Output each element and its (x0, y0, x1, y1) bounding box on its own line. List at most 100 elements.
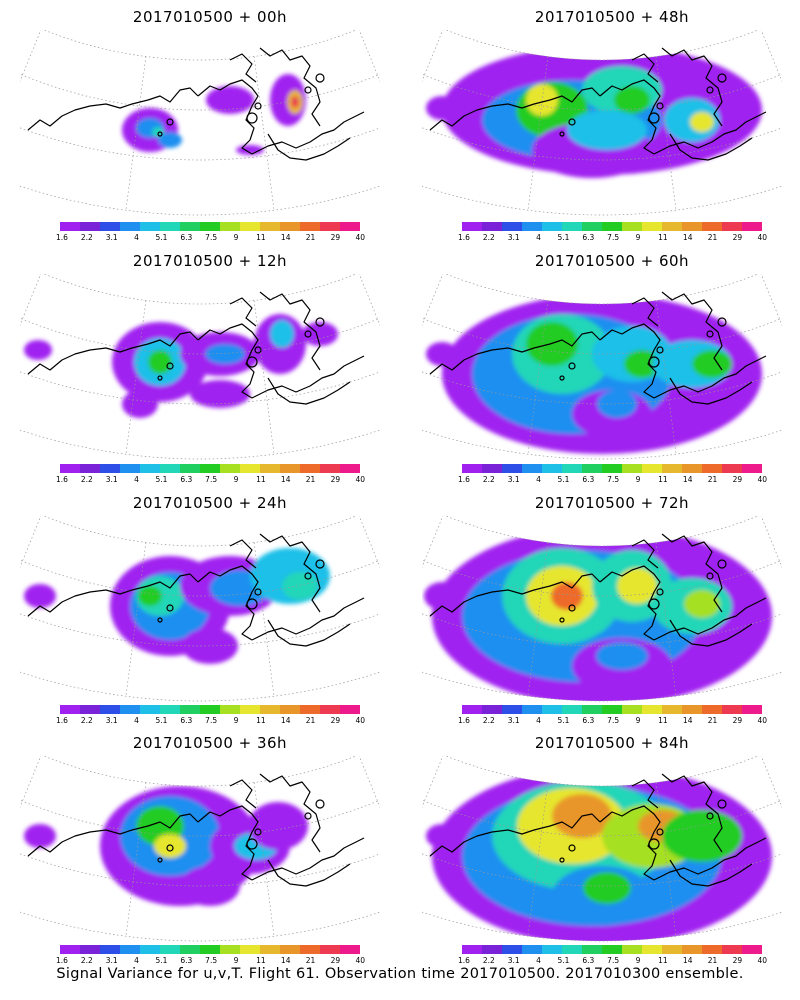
island (166, 604, 174, 612)
variance-contour (426, 824, 458, 848)
colorbar-label: 3.1 (105, 475, 118, 484)
colorbar-label: 2.2 (80, 233, 93, 242)
variance-contour (182, 628, 238, 664)
colorbar-swatch (140, 945, 160, 954)
coastline (267, 133, 351, 161)
colorbar-label: 4 (134, 956, 139, 965)
colorbar-label: 14 (280, 716, 291, 725)
coastline (669, 859, 753, 887)
colorbar-swatch (542, 222, 562, 231)
island (717, 317, 727, 327)
figure-caption: Signal Variance for u,v,T. Flight 61. Ob… (56, 966, 744, 982)
colorbar-swatches (462, 464, 762, 473)
island (254, 102, 262, 110)
colorbar-swatch (220, 945, 240, 954)
colorbar-swatch (702, 945, 722, 954)
island (304, 812, 312, 820)
colorbar-labels: 1.6 2.2 3.1 4 5.1 6.3 7.5 9 11 14 21 29 40 (458, 233, 767, 245)
coastline (259, 291, 321, 371)
latitude-line (445, 30, 759, 61)
colorbar-label: 29 (330, 716, 341, 725)
longitude-line (358, 30, 380, 83)
colorbar-label: 21 (707, 956, 718, 965)
colorbar-swatch (562, 222, 582, 231)
coastline (267, 619, 351, 647)
colorbar-swatch (60, 464, 80, 473)
colorbar-swatch (622, 705, 642, 714)
longitude-line (655, 542, 677, 697)
colorbar-swatch (300, 705, 320, 714)
island (648, 356, 660, 368)
colorbar-label: 40 (757, 956, 768, 965)
colorbar-label: 6.3 (180, 716, 193, 725)
island (166, 844, 174, 852)
colorbar-swatch (160, 464, 180, 473)
colorbar-swatch (300, 945, 320, 954)
island (254, 346, 262, 354)
colorbar-swatch (682, 222, 702, 231)
colorbar-swatch (642, 705, 662, 714)
colorbar-label: 40 (757, 716, 768, 725)
colorbar-swatch (240, 705, 260, 714)
panel-title: 2017010500 + 36h (132, 734, 288, 752)
signal-variance-field (24, 786, 308, 906)
colorbar-label: 9 (635, 716, 641, 725)
colorbar-swatch (642, 222, 662, 231)
colorbar-swatch (602, 464, 622, 473)
longitude-line (125, 542, 147, 697)
variance-contour (206, 86, 254, 114)
signal-variance-field (24, 548, 330, 664)
colorbar-label: 1.6 (56, 956, 68, 965)
variance-contour (148, 350, 172, 374)
colorbar-label: 5.1 (155, 956, 168, 965)
colorbar-swatch (702, 705, 722, 714)
panel-title: 2017010500 + 24h (132, 494, 288, 512)
variance-contour (270, 320, 294, 348)
panel-title: 2017010500 + 48h (534, 8, 690, 26)
colorbar-swatch (542, 945, 562, 954)
longitude-line (20, 30, 42, 83)
colorbar-labels: 1.6 2.2 3.1 4 5.1 6.3 7.5 9 11 14 21 29 40 (458, 475, 767, 487)
colorbar-label: 9 (635, 956, 641, 965)
island (706, 812, 714, 820)
colorbar-swatch (140, 464, 160, 473)
colorbar-swatch (100, 222, 120, 231)
colorbar-swatch (140, 222, 160, 231)
coastline (599, 805, 661, 881)
coastlines (27, 47, 365, 161)
colorbar-labels: 1.6 2.2 3.1 4 5.1 6.3 7.5 9 11 14 21 29 40 (56, 956, 365, 968)
variance-contour (662, 810, 742, 862)
colorbar-label: 14 (682, 716, 693, 725)
colorbar: 1.6 2.2 3.1 4 5.1 6.3 7.5 9 11 14 21 29 40 (56, 222, 365, 248)
colorbar: 1.6 2.2 3.1 4 5.1 6.3 7.5 9 11 14 21 29 40 (56, 945, 365, 971)
coastline (669, 133, 753, 161)
colorbar-label: 1.6 (56, 233, 68, 242)
colorbar-swatch (462, 464, 482, 473)
graticule (422, 30, 782, 216)
colorbar-swatch (462, 222, 482, 231)
colorbar-swatch (280, 464, 300, 473)
longitude-line (527, 782, 549, 937)
island (254, 828, 262, 836)
colorbar-label: 9 (635, 233, 641, 242)
map (422, 30, 782, 216)
colorbar-swatch (200, 464, 220, 473)
colorbar-label: 6.3 (582, 956, 595, 965)
colorbar-label: 29 (330, 233, 341, 242)
colorbar-swatch (682, 945, 702, 954)
colorbar-swatch (320, 945, 340, 954)
coastline (631, 779, 659, 809)
colorbar-swatch (340, 464, 360, 473)
colorbar-swatch (562, 464, 582, 473)
coastlines (27, 291, 365, 405)
longitude-line (358, 756, 380, 809)
colorbar-label: 3.1 (105, 956, 118, 965)
colorbar-swatch (280, 222, 300, 231)
graticule (422, 274, 782, 460)
map (422, 516, 782, 702)
colorbar-label: 7.5 (205, 956, 218, 965)
coastline (669, 377, 753, 405)
island (157, 375, 163, 381)
variance-contour (282, 572, 318, 600)
colorbar-swatch (200, 705, 220, 714)
